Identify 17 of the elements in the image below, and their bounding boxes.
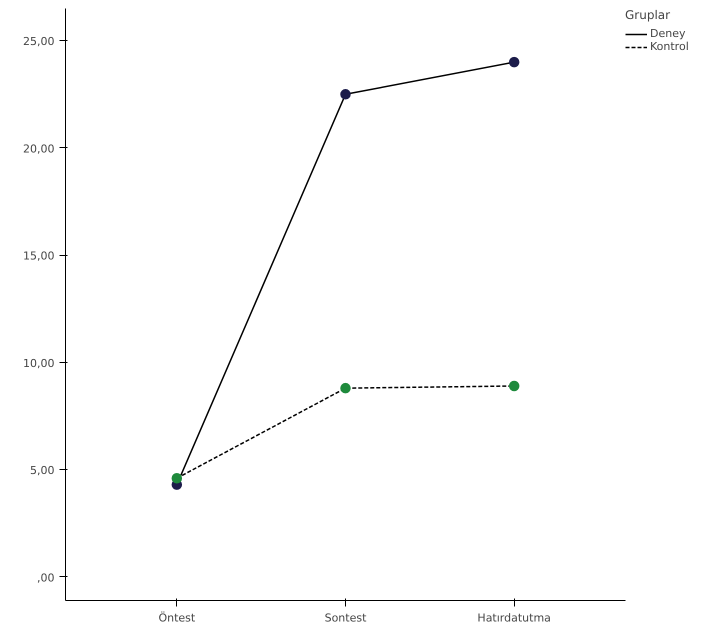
legend-title: Gruplar bbox=[625, 8, 672, 22]
y-tick-label: 5,00 bbox=[30, 464, 55, 478]
point bbox=[340, 89, 351, 100]
legend-label: Kontrol bbox=[650, 40, 689, 53]
x-tick-label: Sontest bbox=[324, 612, 368, 624]
y-tick-label: 15,00 bbox=[23, 250, 55, 263]
y-tick-label: 10,00 bbox=[23, 356, 55, 370]
y-tick-label: ,00 bbox=[37, 571, 55, 584]
legend-label: Deney bbox=[650, 27, 686, 40]
x-tick-label: Öntest bbox=[158, 610, 196, 624]
point bbox=[508, 56, 520, 68]
x-tick-label: Hatırdatutma bbox=[477, 612, 551, 624]
y-tick-label: 20,00 bbox=[23, 142, 55, 156]
point bbox=[340, 382, 351, 394]
point bbox=[508, 380, 520, 392]
y-tick-label: 25,00 bbox=[23, 35, 55, 48]
point bbox=[172, 473, 182, 484]
